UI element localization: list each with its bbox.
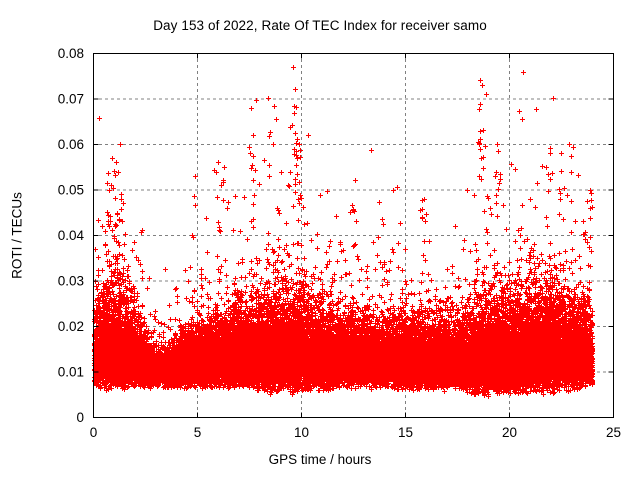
y-axis-title: ROTI / TECUs	[9, 192, 25, 279]
y-tick-label: 0.06	[58, 137, 84, 152]
y-tick-label: 0.08	[58, 46, 84, 61]
y-tick-label: 0.05	[58, 183, 84, 198]
scatter-data-points	[92, 65, 595, 399]
x-tick-label: 25	[606, 425, 621, 440]
y-tick-label: 0.01	[58, 365, 84, 380]
x-tick-label: 10	[294, 425, 309, 440]
y-tick-label: 0.03	[58, 274, 84, 289]
plot-axes-frame	[93, 53, 614, 418]
axis-tick-labels: 0 0.01 0.02 0.03 0.04 0.05 0.06 0.07 0.08 0 5 10 15 2…	[58, 46, 621, 440]
x-tick-label: 5	[194, 425, 202, 440]
y-tick-label: 0	[76, 410, 84, 425]
y-tick-label: 0.02	[58, 319, 84, 334]
chart-title: Day 153 of 2022, Rate Of TEC Index for r…	[153, 18, 487, 33]
y-tick-label: 0.04	[58, 228, 85, 243]
x-axis-title: GPS time / hours	[268, 452, 372, 467]
x-tick-label: 0	[90, 425, 98, 440]
x-tick-label: 20	[502, 425, 517, 440]
y-tick-label: 0.07	[58, 92, 84, 107]
x-tick-label: 15	[398, 425, 413, 440]
